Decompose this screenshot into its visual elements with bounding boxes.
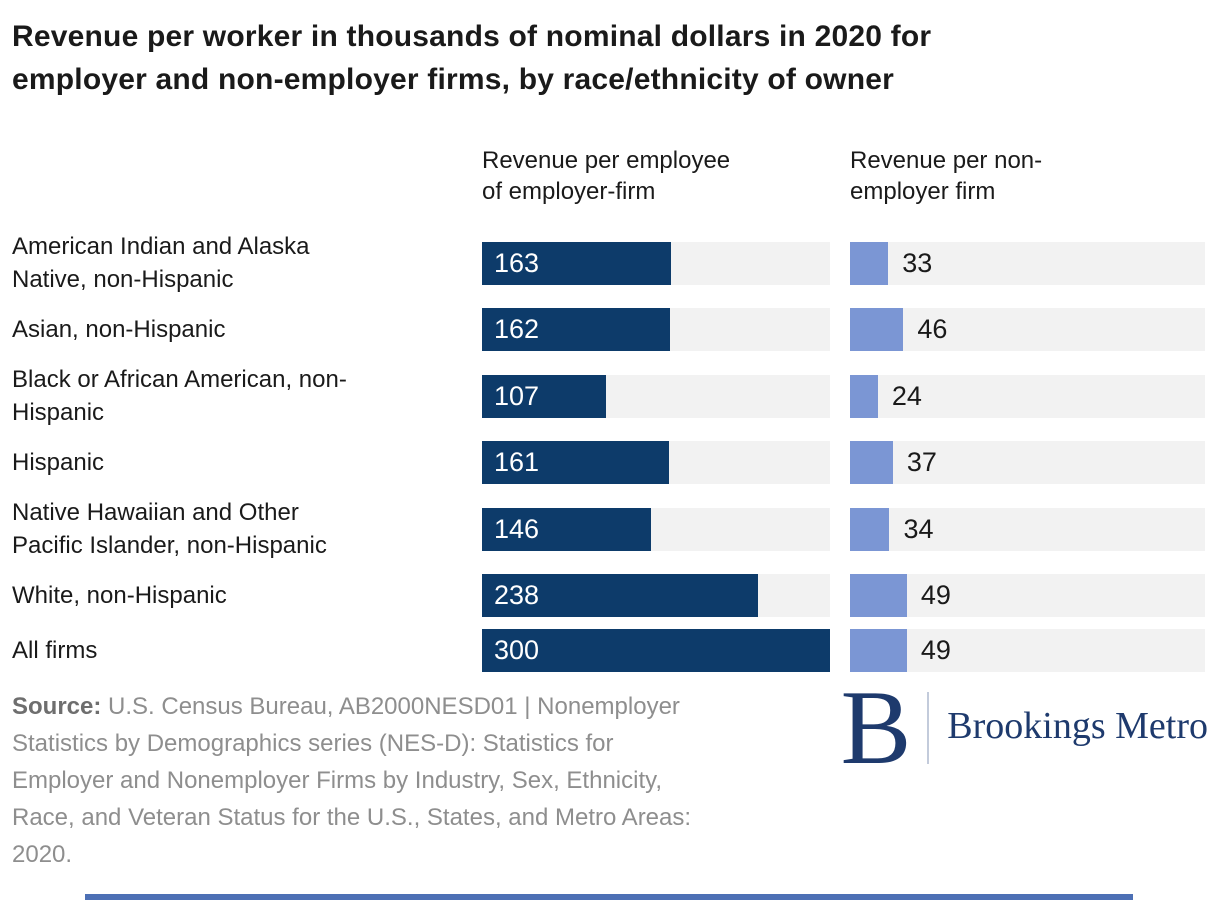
employer-bar-track: 163 [482, 241, 830, 285]
row-label: Black or African American, non- Hispanic [12, 366, 347, 426]
source-text: U.S. Census Bureau, AB2000NESD01 | Nonem… [12, 693, 692, 868]
employer-bar: 300 [482, 629, 830, 672]
employer-bar: 162 [482, 308, 670, 351]
employer-bar-value: 161 [494, 447, 540, 477]
nonemployer-bar-value: 49 [920, 635, 951, 665]
employer-bar: 107 [482, 374, 607, 418]
employer-bar: 161 [482, 441, 669, 484]
table-row: Hispanic 161 37 [12, 441, 1208, 484]
nonemployer-bar [850, 241, 889, 285]
nonemployer-bar-track: 33 [850, 241, 1205, 285]
nonemployer-bar-value: 33 [902, 247, 933, 278]
row-label: Hispanic [12, 449, 105, 476]
employer-bar-value: 163 [494, 247, 540, 278]
source-label: Source: [12, 693, 102, 720]
source-note: Source: U.S. Census Bureau, AB2000NESD01… [12, 688, 841, 873]
employer-bar-value: 300 [494, 635, 540, 665]
footer: Source: U.S. Census Bureau, AB2000NESD01… [12, 669, 1208, 873]
nonemployer-bar [850, 308, 904, 351]
employer-bar-value: 107 [494, 380, 540, 411]
table-row: White, non-Hispanic 238 49 [12, 574, 1208, 617]
nonemployer-bar-value: 37 [906, 447, 937, 477]
employer-bar-value: 162 [494, 314, 540, 344]
row-label: American Indian and Alaska Native, non-H… [12, 233, 310, 293]
nonemployer-bar [850, 441, 893, 484]
nonemployer-bar [850, 574, 907, 617]
row-label: Native Hawaiian and Other Pacific Island… [12, 499, 327, 559]
nonemployer-bar-value: 34 [903, 513, 934, 544]
nonemployer-bar-value: 24 [891, 380, 922, 411]
logo-divider [927, 692, 930, 764]
column-headers: Revenue per employee of employer-firm Re… [12, 145, 1208, 207]
nonemployer-bar-track: 34 [850, 507, 1205, 551]
nonemployer-bar [850, 374, 878, 418]
column-header-nonemployer: Revenue per non- employer firm [850, 147, 1043, 205]
employer-bar: 146 [482, 507, 652, 551]
row-label: Asian, non-Hispanic [12, 316, 226, 343]
nonemployer-bar-value: 46 [917, 314, 948, 344]
column-header-employer: Revenue per employee of employer-firm [482, 147, 731, 205]
table-row: All firms 300 49 [12, 629, 1208, 672]
logo-text: Brookings Metro [947, 705, 1208, 747]
employer-bar: 238 [482, 574, 759, 617]
table-row: Black or African American, non- Hispanic… [12, 363, 1208, 429]
footer-accent-bar [85, 894, 1133, 900]
nonemployer-bar [850, 507, 890, 551]
employer-bar-track: 300 [482, 629, 830, 672]
table-row: Asian, non-Hispanic 162 46 [12, 308, 1208, 351]
nonemployer-bar-track: 49 [850, 629, 1205, 672]
nonemployer-bar-track: 49 [850, 574, 1205, 617]
nonemployer-bar-track: 46 [850, 308, 1205, 351]
logo-b-mark-icon: B [840, 669, 912, 786]
row-label: White, non-Hispanic [12, 582, 227, 609]
nonemployer-bar-track: 24 [850, 374, 1205, 418]
table-row: American Indian and Alaska Native, non-H… [12, 230, 1208, 296]
bar-rows: American Indian and Alaska Native, non-H… [12, 230, 1208, 672]
table-row: Native Hawaiian and Other Pacific Island… [12, 496, 1208, 562]
employer-bar-track: 161 [482, 441, 830, 484]
employer-bar-track: 238 [482, 574, 830, 617]
employer-bar: 163 [482, 241, 672, 285]
nonemployer-bar-track: 37 [850, 441, 1205, 484]
employer-bar-track: 107 [482, 374, 830, 418]
nonemployer-bar-value: 49 [920, 580, 951, 610]
employer-bar-track: 146 [482, 507, 830, 551]
nonemployer-bar [850, 629, 907, 672]
employer-bar-value: 238 [494, 580, 540, 610]
chart-page: Revenue per worker in thousands of nomin… [12, 20, 1208, 873]
page-title: Revenue per worker in thousands of nomin… [12, 20, 932, 96]
brookings-logo: B Brookings Metro [840, 669, 1208, 873]
employer-bar-value: 146 [494, 513, 540, 544]
row-label: All firms [12, 637, 98, 664]
employer-bar-track: 162 [482, 308, 830, 351]
